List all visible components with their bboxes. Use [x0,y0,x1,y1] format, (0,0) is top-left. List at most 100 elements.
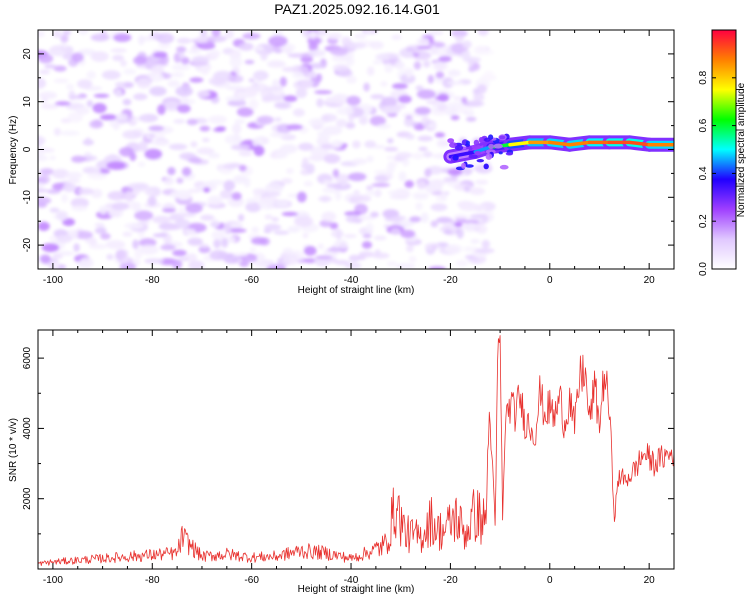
noise-blob [453,221,463,228]
noise-blob [318,195,332,202]
noise-blob [238,150,252,157]
noise-blob [244,59,255,65]
noise-blob [416,180,427,190]
noise-blob [275,151,289,159]
noise-blob [308,49,326,57]
noise-blob [365,191,382,196]
noise-blob [77,187,94,195]
noise-blob [133,55,148,65]
ridge-onset-blob [488,143,494,150]
noise-blob [381,96,398,107]
noise-blob [300,56,314,63]
noise-blob [370,94,385,100]
noise-blob [358,251,375,258]
snr-panel: -100 -80 -60 -40 -20 0 20 2000 4000 6000 Height … [8,329,675,595]
noise-blob [62,30,71,36]
noise-blob [196,90,211,98]
noise-blob [122,130,143,140]
noise-blob [417,45,434,50]
noise-blob [453,214,470,220]
noise-blob [447,69,461,77]
noise-blob [215,126,227,132]
noise-blob [246,198,256,204]
noise-blob [88,243,108,250]
noise-blob [448,92,455,98]
noise-blob [304,258,317,264]
noise-blob [369,115,386,126]
ridge-onset-blob [505,152,514,156]
noise-blob [78,48,96,56]
noise-blob [334,259,350,266]
noise-blob [420,212,429,223]
noise-blob [185,203,203,214]
noise-blob [207,35,227,43]
noise-blob [195,118,208,124]
noise-blob [114,81,126,88]
noise-blob [199,125,211,132]
noise-blob [333,93,343,99]
snr-y-ticks: 2000 4000 6000 [22,347,674,570]
noise-blob [224,30,235,40]
noise-blob [230,144,250,151]
noise-blob [398,95,412,104]
noise-blob [196,147,215,155]
noise-blob [158,43,171,50]
colorbar-tick-label: 0.2 [698,214,709,228]
noise-blob [435,71,445,79]
noise-blob [334,190,342,201]
noise-blob [455,259,468,267]
noise-blob [366,185,374,191]
noise-blob [107,191,126,201]
noise-blob [400,229,416,239]
x-tick-label: -80 [145,275,160,286]
y-tick-label: 10 [22,96,33,108]
noise-blob [272,30,284,38]
noise-blob [348,254,361,262]
noise-blob [119,262,137,269]
noise-blob [110,48,128,53]
noise-blob [156,32,175,44]
x-tick-label: -40 [344,575,359,586]
x-tick-label: 20 [644,275,656,286]
noise-blob [455,35,464,42]
noise-blob [477,30,489,36]
noise-blob [170,190,183,198]
noise-blob [261,95,273,103]
noise-blob [323,153,341,164]
noise-blob [456,227,464,239]
noise-blob [316,98,324,108]
noise-blob [415,85,424,91]
noise-blob [366,155,374,163]
noise-blob [470,213,488,219]
noise-blob [436,89,450,95]
noise-blob [436,102,448,112]
heatmap-signal-ridge [443,133,674,171]
noise-blob [74,230,93,240]
noise-blob [317,243,325,250]
y-tick-label: -10 [22,190,33,205]
colorbar-label: Normalized spectral amplitude [736,82,747,217]
noise-blob [93,166,101,176]
noise-blob [90,51,109,62]
noise-blob [137,161,146,167]
noise-blob [132,201,142,213]
noise-blob [381,105,401,115]
noise-blob [343,234,357,239]
noise-blob [372,60,382,65]
noise-blob [470,239,480,244]
noise-blob [444,244,463,254]
noise-blob [221,238,229,248]
noise-blob [222,163,238,170]
noise-blob [38,91,58,100]
noise-blob [207,179,225,186]
x-tick-label: -40 [344,275,359,286]
noise-blob [348,114,355,123]
noise-blob [150,140,170,146]
noise-blob [282,254,299,265]
noise-blob [150,65,164,75]
noise-blob [233,252,249,257]
noise-blob [64,171,83,179]
noise-blob [99,114,118,121]
noise-blob [435,195,445,202]
noise-blob [395,61,405,70]
